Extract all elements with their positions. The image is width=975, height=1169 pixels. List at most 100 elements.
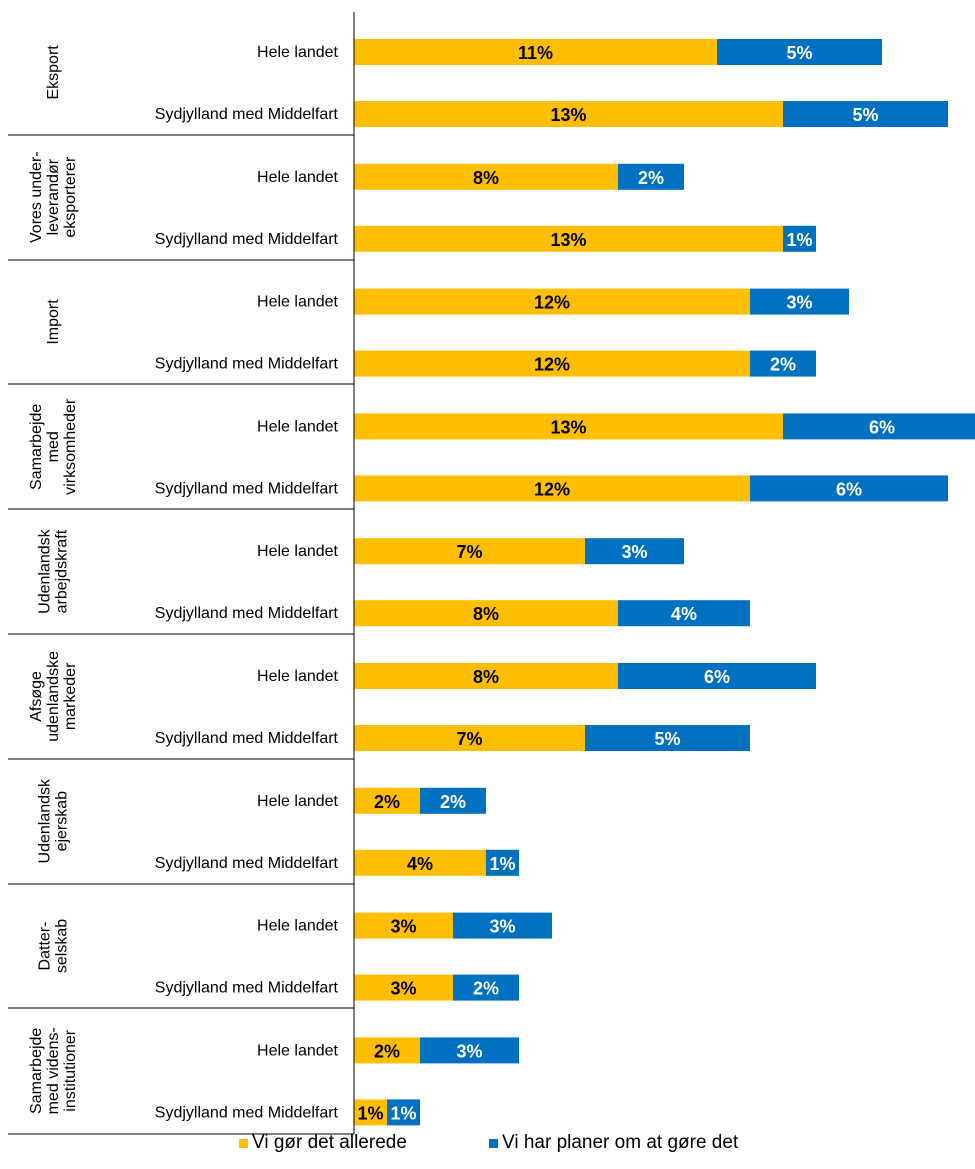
group-label-line: Samarbejde: [28, 404, 45, 490]
value-label-planned: 6%: [704, 667, 730, 687]
legend-swatch-yellow: [239, 1138, 248, 1148]
bar-segment-planned: [585, 538, 684, 565]
row-label: Sydjylland med Middelfart: [155, 730, 339, 747]
group-label-line: selskab: [54, 919, 71, 973]
group-labels: Eksport Vores under-leverandøreksporterer…: [28, 45, 79, 1115]
bar-segment-planned: [783, 101, 948, 127]
value-label-planned: 4%: [671, 604, 697, 624]
row-label: Hele landet: [257, 793, 339, 810]
row-label: Hele landet: [257, 294, 339, 311]
value-label-already: 3%: [390, 979, 416, 999]
value-label-planned: 2%: [473, 979, 499, 999]
group-label-line: arbejdskraft: [54, 529, 71, 613]
value-label-planned: 3%: [489, 917, 515, 937]
value-label-planned: 1%: [489, 854, 515, 874]
group-label-line: Udenlandsk: [37, 778, 54, 864]
group-label: Samarbejdemedvirksomheder: [28, 398, 79, 495]
group-label-line: eksporterer: [62, 156, 79, 238]
value-label-planned: 6%: [836, 479, 862, 499]
value-label-already: 8%: [473, 168, 499, 188]
row-label: Hele landet: [257, 1042, 339, 1059]
group-label: Eksport: [45, 45, 62, 100]
value-label-already: 2%: [374, 792, 400, 812]
bar-segments: [354, 39, 975, 1126]
row-label: Hele landet: [257, 169, 339, 186]
row-label: Sydjylland med Middelfart: [155, 480, 339, 497]
value-labels: 11% 5% 13% 5% 8% 2% 13% 1% 12% 3% 12% 2% 13% 6% 12% 6% 7…: [357, 43, 895, 1123]
group-label-line: Udenlandsk: [37, 528, 54, 614]
value-label-planned: 5%: [786, 43, 812, 63]
value-label-already: 1%: [357, 1103, 383, 1123]
group-label: Udenlandskarbejdskraft: [37, 528, 71, 614]
legend-label-series-1: Vi har planer om at gøre det: [502, 1132, 739, 1153]
row-label: Sydjylland med Middelfart: [155, 855, 339, 872]
group-label-line: Datter-: [37, 922, 54, 971]
value-label-planned: 2%: [770, 355, 796, 375]
value-label-already: 12%: [534, 479, 570, 499]
value-label-already: 11%: [518, 43, 553, 63]
bar-segment-already: [354, 475, 750, 502]
bar-segment-already: [354, 725, 585, 751]
bar-segment-planned: [783, 225, 816, 252]
bar-segment-planned: [453, 912, 552, 939]
value-label-already: 7%: [456, 729, 482, 749]
bar-segment-already: [354, 1037, 420, 1064]
bar-segment-already: [354, 849, 486, 876]
group-label-line: ejerskab: [54, 791, 71, 852]
row-labels: Hele landet Sydjylland med Middelfart Hele…: [155, 44, 339, 1121]
row-label: Sydjylland med Middelfart: [155, 106, 339, 123]
legend-item-series-1: Vi har planer om at gøre det: [489, 1132, 738, 1154]
legend-label-series-0: Vi gør det allerede: [252, 1132, 407, 1153]
value-label-already: 2%: [374, 1041, 400, 1061]
value-label-planned: 2%: [440, 792, 466, 812]
row-label: Sydjylland med Middelfart: [155, 231, 339, 248]
value-label-already: 7%: [456, 542, 482, 562]
row-label: Sydjylland med Middelfart: [155, 605, 339, 622]
group-label: Import: [45, 299, 62, 345]
group-label-line: Afsøge: [28, 671, 45, 722]
value-label-planned: 5%: [852, 105, 878, 125]
value-label-planned: 2%: [638, 168, 664, 188]
group-label-line: med: [45, 431, 62, 462]
bar-segment-already: [354, 663, 618, 689]
bar-segment-planned: [750, 475, 948, 502]
value-label-already: 12%: [534, 355, 570, 375]
group-label: Samarbejdemed videns-institutioner: [28, 1027, 79, 1114]
group-label-line: Samarbejde: [28, 1028, 45, 1114]
value-label-already: 3%: [390, 917, 416, 937]
bar-segment-already: [354, 912, 453, 939]
bar-segment-already: [354, 225, 783, 252]
row-label: Sydjylland med Middelfart: [155, 1104, 339, 1121]
bar-segment-already: [354, 1099, 387, 1126]
group-label-line: Eksport: [45, 45, 62, 100]
group-label-line: udenlandske: [45, 651, 62, 742]
value-label-planned: 3%: [456, 1041, 482, 1061]
value-label-planned: 1%: [390, 1103, 416, 1123]
bar-segment-already: [354, 163, 618, 190]
bar-segment-already: [354, 787, 420, 814]
bar-segment-planned: [750, 350, 816, 377]
bar-segment-planned: [420, 1037, 519, 1064]
value-label-already: 13%: [550, 417, 586, 437]
group-label: Afsøgeudenlandskemarkeder: [28, 651, 79, 742]
bar-segment-already: [354, 600, 618, 627]
bar-segment-planned: [618, 163, 684, 190]
bar-segment-planned: [618, 600, 750, 627]
group-label: Datter-selskab: [37, 919, 71, 973]
legend-swatch-blue: [489, 1138, 498, 1148]
value-label-already: 4%: [407, 854, 433, 874]
bar-segment-already: [354, 974, 453, 1001]
bar-segment-already: [354, 538, 585, 565]
legend-item-series-0: Vi gør det allerede: [239, 1132, 407, 1154]
group-label-line: institutioner: [62, 1029, 79, 1111]
group-label-line: med videns-: [45, 1027, 62, 1114]
value-label-planned: 1%: [786, 230, 812, 250]
bar-segment-already: [354, 101, 783, 127]
bar-segment-planned: [618, 663, 816, 689]
bar-segment-already: [354, 350, 750, 377]
row-label: Hele landet: [257, 44, 339, 61]
value-label-already: 13%: [550, 105, 586, 125]
group-label: Vores under-leverandøreksporterer: [28, 151, 79, 243]
bar-segment-planned: [750, 288, 849, 315]
